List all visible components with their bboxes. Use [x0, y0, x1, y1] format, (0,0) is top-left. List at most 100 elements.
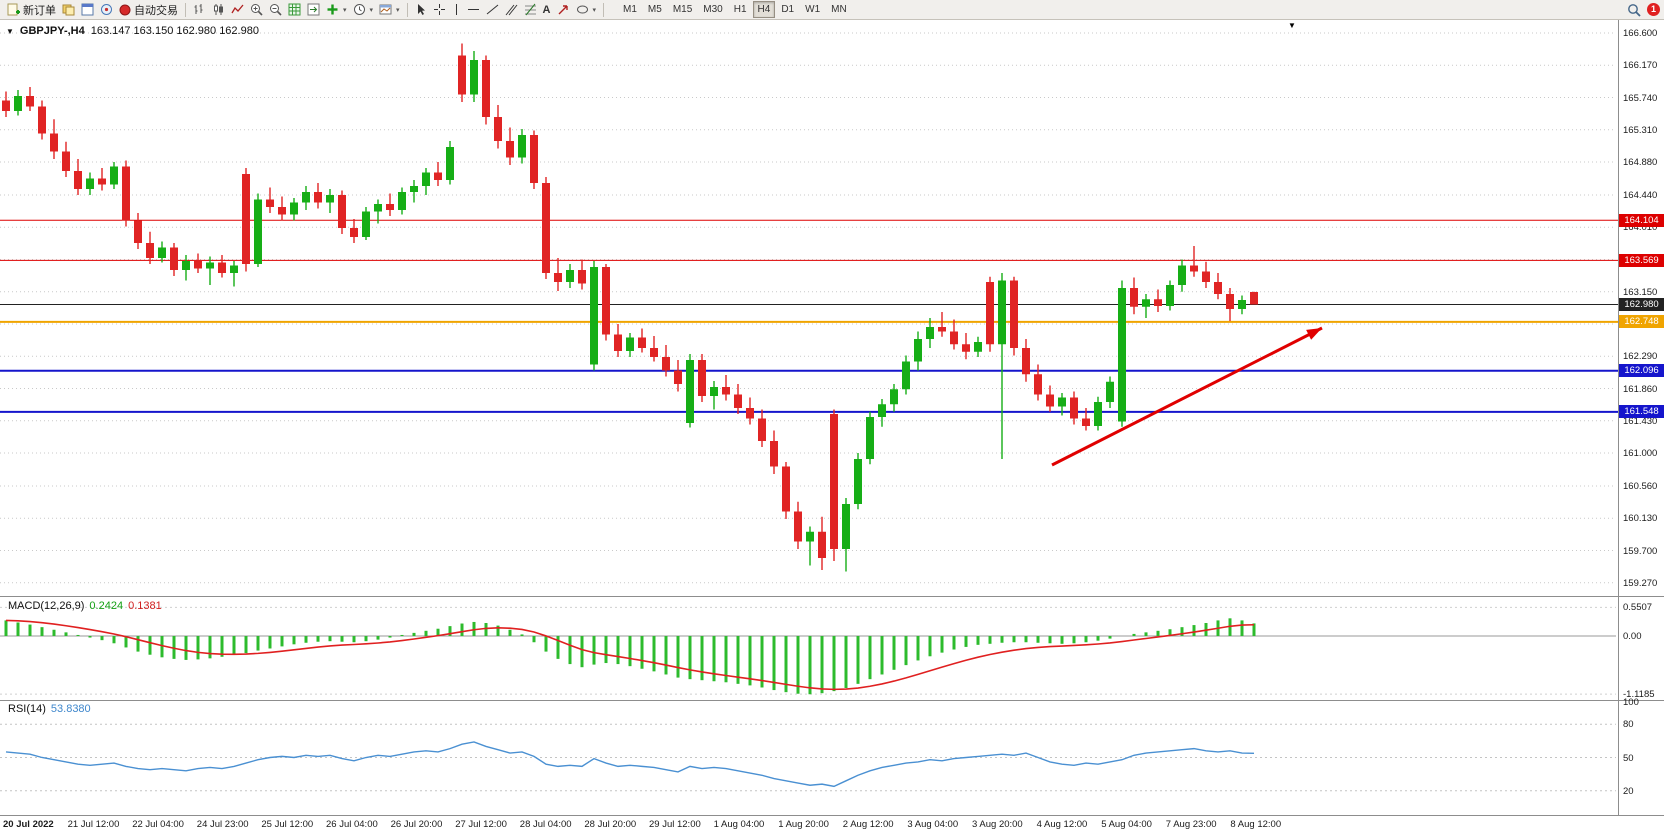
price-axis-label: 160.560: [1623, 481, 1658, 492]
candle-body: [122, 166, 130, 221]
navigator-button[interactable]: [97, 1, 116, 18]
time-axis-label: 28 Jul 04:00: [519, 819, 572, 830]
timeframe-button-M5[interactable]: M5: [647, 4, 662, 15]
auto-scroll-button[interactable]: [285, 1, 304, 18]
candle-body: [1010, 280, 1018, 348]
candle-body: [722, 387, 730, 395]
candle-body: [878, 404, 886, 417]
indicators-button[interactable]: ▾: [323, 1, 350, 18]
candle-body: [746, 408, 754, 419]
price-axis-label: 159.270: [1623, 577, 1658, 589]
timeframe-button-W1[interactable]: W1: [805, 4, 821, 15]
rsi-name: RSI(14): [8, 703, 46, 715]
candle-body: [518, 135, 526, 158]
auto-trading-icon: [119, 4, 131, 15]
price-tag: 161.548: [1619, 405, 1664, 419]
candle-body: [110, 166, 118, 185]
fibonacci-tool-button[interactable]: [521, 1, 540, 18]
macd-axis-label: -1.1185: [1623, 689, 1655, 701]
rsi-value: 53.8380: [50, 703, 91, 715]
candle-body: [206, 262, 214, 269]
candle-body: [1190, 265, 1198, 272]
time-axis-label: 26 Jul 20:00: [390, 819, 443, 830]
zoom-out-button[interactable]: [266, 1, 285, 18]
horizontal-line-tool-button[interactable]: [464, 1, 483, 18]
chart-shift-button[interactable]: [304, 1, 323, 18]
candle-body: [290, 202, 298, 215]
candle-body: [806, 531, 814, 542]
candle-body: [818, 531, 826, 558]
trendline-tool-button[interactable]: [483, 1, 502, 18]
candle-body: [62, 151, 70, 171]
rsi-axis-label: 50: [1623, 752, 1634, 764]
cursor-tool-button[interactable]: [412, 1, 430, 18]
new-order-button[interactable]: 新订单: [4, 1, 59, 18]
bar-chart-mode-button[interactable]: [190, 1, 209, 18]
profiles-button[interactable]: [59, 1, 78, 18]
candle-body: [638, 337, 646, 348]
timeframe-button-H1[interactable]: H1: [733, 4, 747, 15]
zoom-out-icon: [270, 4, 282, 16]
candle-body: [146, 243, 154, 258]
timeframe-button-MN[interactable]: MN: [831, 4, 847, 15]
periods-button[interactable]: ▾: [350, 1, 377, 18]
time-axis-label: 25 Jul 12:00: [261, 819, 314, 830]
candle-body: [14, 96, 22, 111]
zoom-in-button[interactable]: [247, 1, 266, 18]
candle-body: [86, 178, 94, 189]
timeframe-button-D1[interactable]: D1: [781, 4, 795, 15]
candle-body: [1226, 294, 1234, 309]
candle-body: [914, 339, 922, 362]
search-icon[interactable]: [1627, 3, 1641, 17]
trend-arrow-head: [1306, 328, 1322, 340]
timeframe-button-M30[interactable]: M30: [703, 4, 723, 15]
candle-body: [1142, 299, 1150, 307]
candle-body: [362, 211, 370, 237]
candle-body: [158, 247, 166, 258]
candle-body: [1214, 282, 1222, 294]
time-axis-label: 7 Aug 23:00: [1165, 819, 1217, 830]
candlestick-mode-button[interactable]: [209, 1, 228, 18]
auto-trading-button[interactable]: 自动交易: [116, 1, 181, 18]
candle-body: [662, 357, 670, 371]
text-tool-button[interactable]: A: [540, 1, 554, 18]
timeframe-button-M1[interactable]: M1: [623, 4, 637, 15]
timeframe-button-H4[interactable]: H4: [752, 1, 776, 18]
crosshair-tool-button[interactable]: [430, 1, 449, 18]
ohlc-values: 163.147 163.150 162.980 162.980: [90, 25, 259, 37]
horizontal-line-icon: [467, 9, 479, 10]
candle-body: [794, 511, 802, 542]
candle-body: [218, 262, 226, 273]
line-chart-mode-button[interactable]: [228, 1, 247, 18]
candle-body: [866, 417, 874, 459]
candle-body: [278, 207, 286, 215]
shapes-tool-button[interactable]: ▾: [573, 1, 600, 18]
periods-clock-icon: [353, 4, 365, 15]
price-axis-label: 161.860: [1623, 383, 1658, 395]
time-axis-label: 28 Jul 20:00: [584, 819, 637, 830]
candle-body: [938, 327, 946, 332]
candle-body: [98, 178, 106, 185]
candle-body: [1202, 271, 1210, 282]
data-window-button[interactable]: [78, 1, 97, 18]
time-axis-label: 21 Jul 12:00: [67, 819, 120, 830]
templates-button[interactable]: ▾: [376, 1, 403, 18]
indicators-icon: [327, 4, 338, 15]
candle-body: [314, 192, 322, 203]
new-order-label: 新订单: [23, 4, 56, 17]
vertical-line-tool-button[interactable]: [449, 1, 464, 18]
price-axis-label: 166.600: [1623, 28, 1658, 39]
arrows-tool-button[interactable]: [554, 1, 573, 18]
notifications-badge[interactable]: 1: [1647, 3, 1660, 16]
crosshair-icon: [433, 4, 445, 15]
macd-main-value: 0.2424: [89, 600, 124, 612]
trend-arrow[interactable]: [1051, 326, 1323, 467]
chart-scroll-marker[interactable]: ▼: [1288, 21, 1296, 30]
timeframe-button-M15[interactable]: M15: [672, 4, 693, 15]
candle-body: [542, 183, 550, 273]
one-click-trading-toggle[interactable]: ▼: [6, 26, 14, 36]
channel-tool-button[interactable]: [502, 1, 521, 18]
candle-body: [26, 96, 34, 107]
